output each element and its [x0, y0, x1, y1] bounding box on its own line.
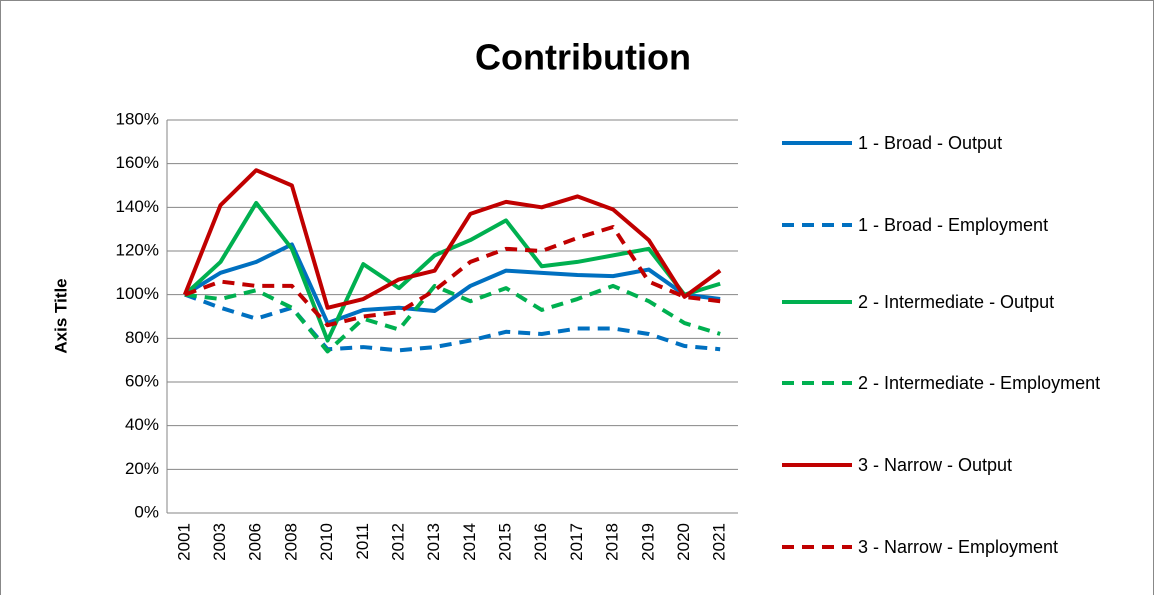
legend-label: 3 - Narrow - Employment — [858, 537, 1059, 557]
legend-label: 1 - Broad - Output — [858, 133, 1003, 153]
y-tick-label: 20% — [125, 459, 159, 478]
y-tick-label: 80% — [125, 328, 159, 347]
x-tick-label: 2017 — [567, 523, 586, 561]
y-tick-label: 180% — [116, 109, 159, 128]
x-tick-label: 2006 — [246, 523, 265, 561]
x-tick-label: 2015 — [496, 523, 515, 561]
x-tick-label: 2020 — [674, 523, 693, 561]
x-tick-label: 2011 — [353, 523, 372, 560]
x-tick-label: 2012 — [388, 523, 407, 561]
y-tick-label: 40% — [125, 415, 159, 434]
x-tick-label: 2021 — [710, 523, 729, 561]
x-tick-label: 2003 — [210, 523, 229, 561]
series-line — [184, 224, 721, 328]
series-line — [184, 283, 721, 354]
y-axis-title: Axis Title — [51, 278, 70, 353]
y-tick-label: 140% — [116, 197, 159, 216]
x-tick-label: 2013 — [424, 523, 443, 561]
x-tick-label: 2019 — [638, 523, 657, 561]
x-tick-label: 2018 — [603, 523, 622, 561]
x-tick-label: 2016 — [531, 523, 550, 561]
chart-title: Contribution — [475, 37, 691, 78]
y-tick-label: 0% — [134, 502, 159, 521]
x-tick-label: 2008 — [281, 523, 300, 561]
x-tick-label: 2010 — [317, 523, 336, 561]
y-tick-label: 100% — [116, 284, 159, 303]
legend-label: 1 - Broad - Employment — [858, 215, 1049, 235]
y-tick-label: 160% — [116, 153, 159, 172]
series-line — [183, 242, 721, 326]
x-tick-label: 2014 — [460, 523, 479, 561]
legend-label: 2 - Intermediate - Employment — [858, 373, 1101, 393]
y-tick-label: 60% — [125, 371, 159, 390]
y-tick-label: 120% — [116, 240, 159, 259]
x-tick-label: 2001 — [174, 523, 193, 561]
series-line — [182, 168, 722, 310]
legend-label: 2 - Intermediate - Output — [858, 292, 1055, 312]
series-line — [184, 292, 721, 353]
legend-label: 3 - Narrow - Output — [858, 455, 1013, 475]
